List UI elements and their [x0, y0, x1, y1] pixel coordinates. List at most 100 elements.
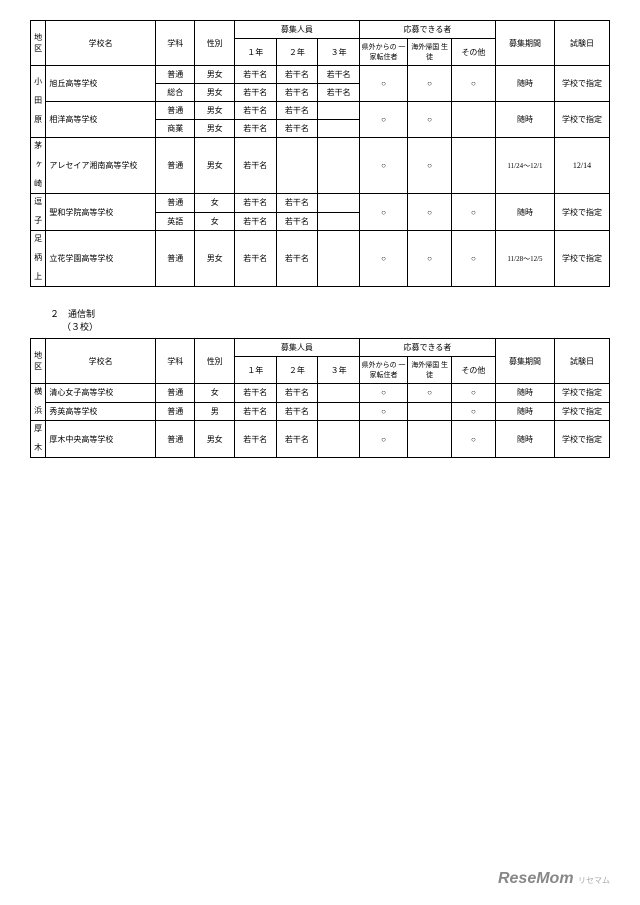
hdr-y3: ３年 — [318, 357, 360, 384]
cell: 男女 — [195, 84, 234, 102]
cell: 随時 — [495, 66, 554, 102]
hdr-dept: 学科 — [155, 21, 194, 66]
cell: 普通 — [155, 102, 194, 120]
cell: 普通 — [155, 66, 194, 84]
cell: 女 — [195, 384, 234, 403]
cell: 若干名 — [276, 231, 318, 287]
cell: ○ — [359, 384, 407, 403]
hdr-recruit: 募集人員 — [234, 21, 359, 39]
cell: 12/14 — [555, 138, 610, 194]
cell: 若干名 — [234, 84, 276, 102]
hdr-gender: 性別 — [195, 21, 234, 66]
hdr-y3: ３年 — [318, 39, 360, 66]
cell: 若干名 — [276, 120, 318, 138]
cell: 若干名 — [276, 402, 318, 421]
cell: 普通 — [155, 194, 194, 213]
district-yokohama: 横 浜 — [33, 387, 44, 415]
cell: 普通 — [155, 138, 194, 194]
cell: 若干名 — [234, 120, 276, 138]
cell: ○ — [408, 102, 452, 138]
cell: 若干名 — [276, 66, 318, 84]
cell: ○ — [359, 194, 407, 231]
hdr-returnee: 海外帰国 生徒 — [408, 39, 452, 66]
table-fulltime: 地 区 学校名 学科 性別 募集人員 応募できる者 募集期間 試験日 １年 ２年… — [30, 20, 610, 287]
cell: 若干名 — [276, 421, 318, 458]
cell: ○ — [359, 102, 407, 138]
hdr-y2: ２年 — [276, 39, 318, 66]
footer-brand: ReseMom リセマム — [498, 870, 610, 888]
cell: 男女 — [195, 421, 234, 458]
cell: 男女 — [195, 231, 234, 287]
hdr-school: 学校名 — [46, 339, 156, 384]
cell: 学校で指定 — [555, 102, 610, 138]
cell: 商業 — [155, 120, 194, 138]
cell: 若干名 — [234, 102, 276, 120]
district-odawara: 小 田 原 — [33, 77, 44, 124]
cell: ○ — [359, 138, 407, 194]
hdr-gender: 性別 — [195, 339, 234, 384]
cell: ○ — [452, 384, 496, 403]
district-zushi: 逗 子 — [33, 197, 44, 225]
cell: 総合 — [155, 84, 194, 102]
cell — [318, 212, 360, 231]
cell: 男女 — [195, 138, 234, 194]
cell: 普通 — [155, 231, 194, 287]
cell — [318, 194, 360, 213]
cell — [318, 421, 360, 458]
cell: 男女 — [195, 66, 234, 84]
hdr-school: 学校名 — [46, 21, 156, 66]
cell: ○ — [408, 231, 452, 287]
school-soyo: 相洋高等学校 — [46, 102, 156, 138]
cell: ○ — [452, 421, 496, 458]
hdr-period: 募集期間 — [495, 339, 554, 384]
cell: ○ — [452, 194, 496, 231]
district-chigasaki: 茅 ヶ 崎 — [33, 141, 44, 188]
cell: ○ — [408, 66, 452, 102]
school-shuei: 秀英高等学校 — [46, 402, 156, 421]
cell: 普通 — [155, 384, 194, 403]
school-aletheia: アレセイア湘南高等学校 — [46, 138, 156, 194]
cell — [408, 421, 452, 458]
hdr-outside: 県外からの 一家転住者 — [359, 357, 407, 384]
cell: 随時 — [495, 102, 554, 138]
hdr-y1: １年 — [234, 39, 276, 66]
hdr-outside: 県外からの 一家転住者 — [359, 39, 407, 66]
cell — [318, 138, 360, 194]
cell: ○ — [408, 384, 452, 403]
cell — [318, 231, 360, 287]
school-seishin: 清心女子高等学校 — [46, 384, 156, 403]
hdr-eligible: 応募できる者 — [359, 339, 495, 357]
hdr-district: 地 区 — [34, 33, 42, 53]
hdr-examdate: 試験日 — [555, 21, 610, 66]
cell: 随時 — [495, 384, 554, 403]
cell: 若干名 — [234, 384, 276, 403]
cell: ○ — [408, 138, 452, 194]
hdr-returnee: 海外帰国 生徒 — [408, 357, 452, 384]
cell: 11/24～12/1 — [495, 138, 554, 194]
hdr-other: その他 — [452, 39, 496, 66]
school-seiwa: 聖和学院高等学校 — [46, 194, 156, 231]
cell: 男 — [195, 402, 234, 421]
cell: ○ — [359, 402, 407, 421]
cell — [318, 102, 360, 120]
cell: 若干名 — [234, 66, 276, 84]
cell: 学校で指定 — [555, 66, 610, 102]
cell: ○ — [452, 66, 496, 102]
hdr-recruit: 募集人員 — [234, 339, 359, 357]
cell: 若干名 — [276, 384, 318, 403]
table-correspondence: 地 区 学校名 学科 性別 募集人員 応募できる者 募集期間 試験日 １年 ２年… — [30, 338, 610, 458]
cell: ○ — [452, 231, 496, 287]
cell: 若干名 — [276, 212, 318, 231]
cell: 学校で指定 — [555, 421, 610, 458]
cell: 若干名 — [234, 402, 276, 421]
cell: 随時 — [495, 421, 554, 458]
hdr-district: 地 区 — [34, 351, 42, 371]
cell: 若干名 — [234, 231, 276, 287]
school-atsugichuo: 厚木中央高等学校 — [46, 421, 156, 458]
cell: 男女 — [195, 120, 234, 138]
cell — [318, 402, 360, 421]
hdr-y2: ２年 — [276, 357, 318, 384]
cell: 随時 — [495, 402, 554, 421]
cell: ○ — [359, 231, 407, 287]
cell: ○ — [359, 421, 407, 458]
